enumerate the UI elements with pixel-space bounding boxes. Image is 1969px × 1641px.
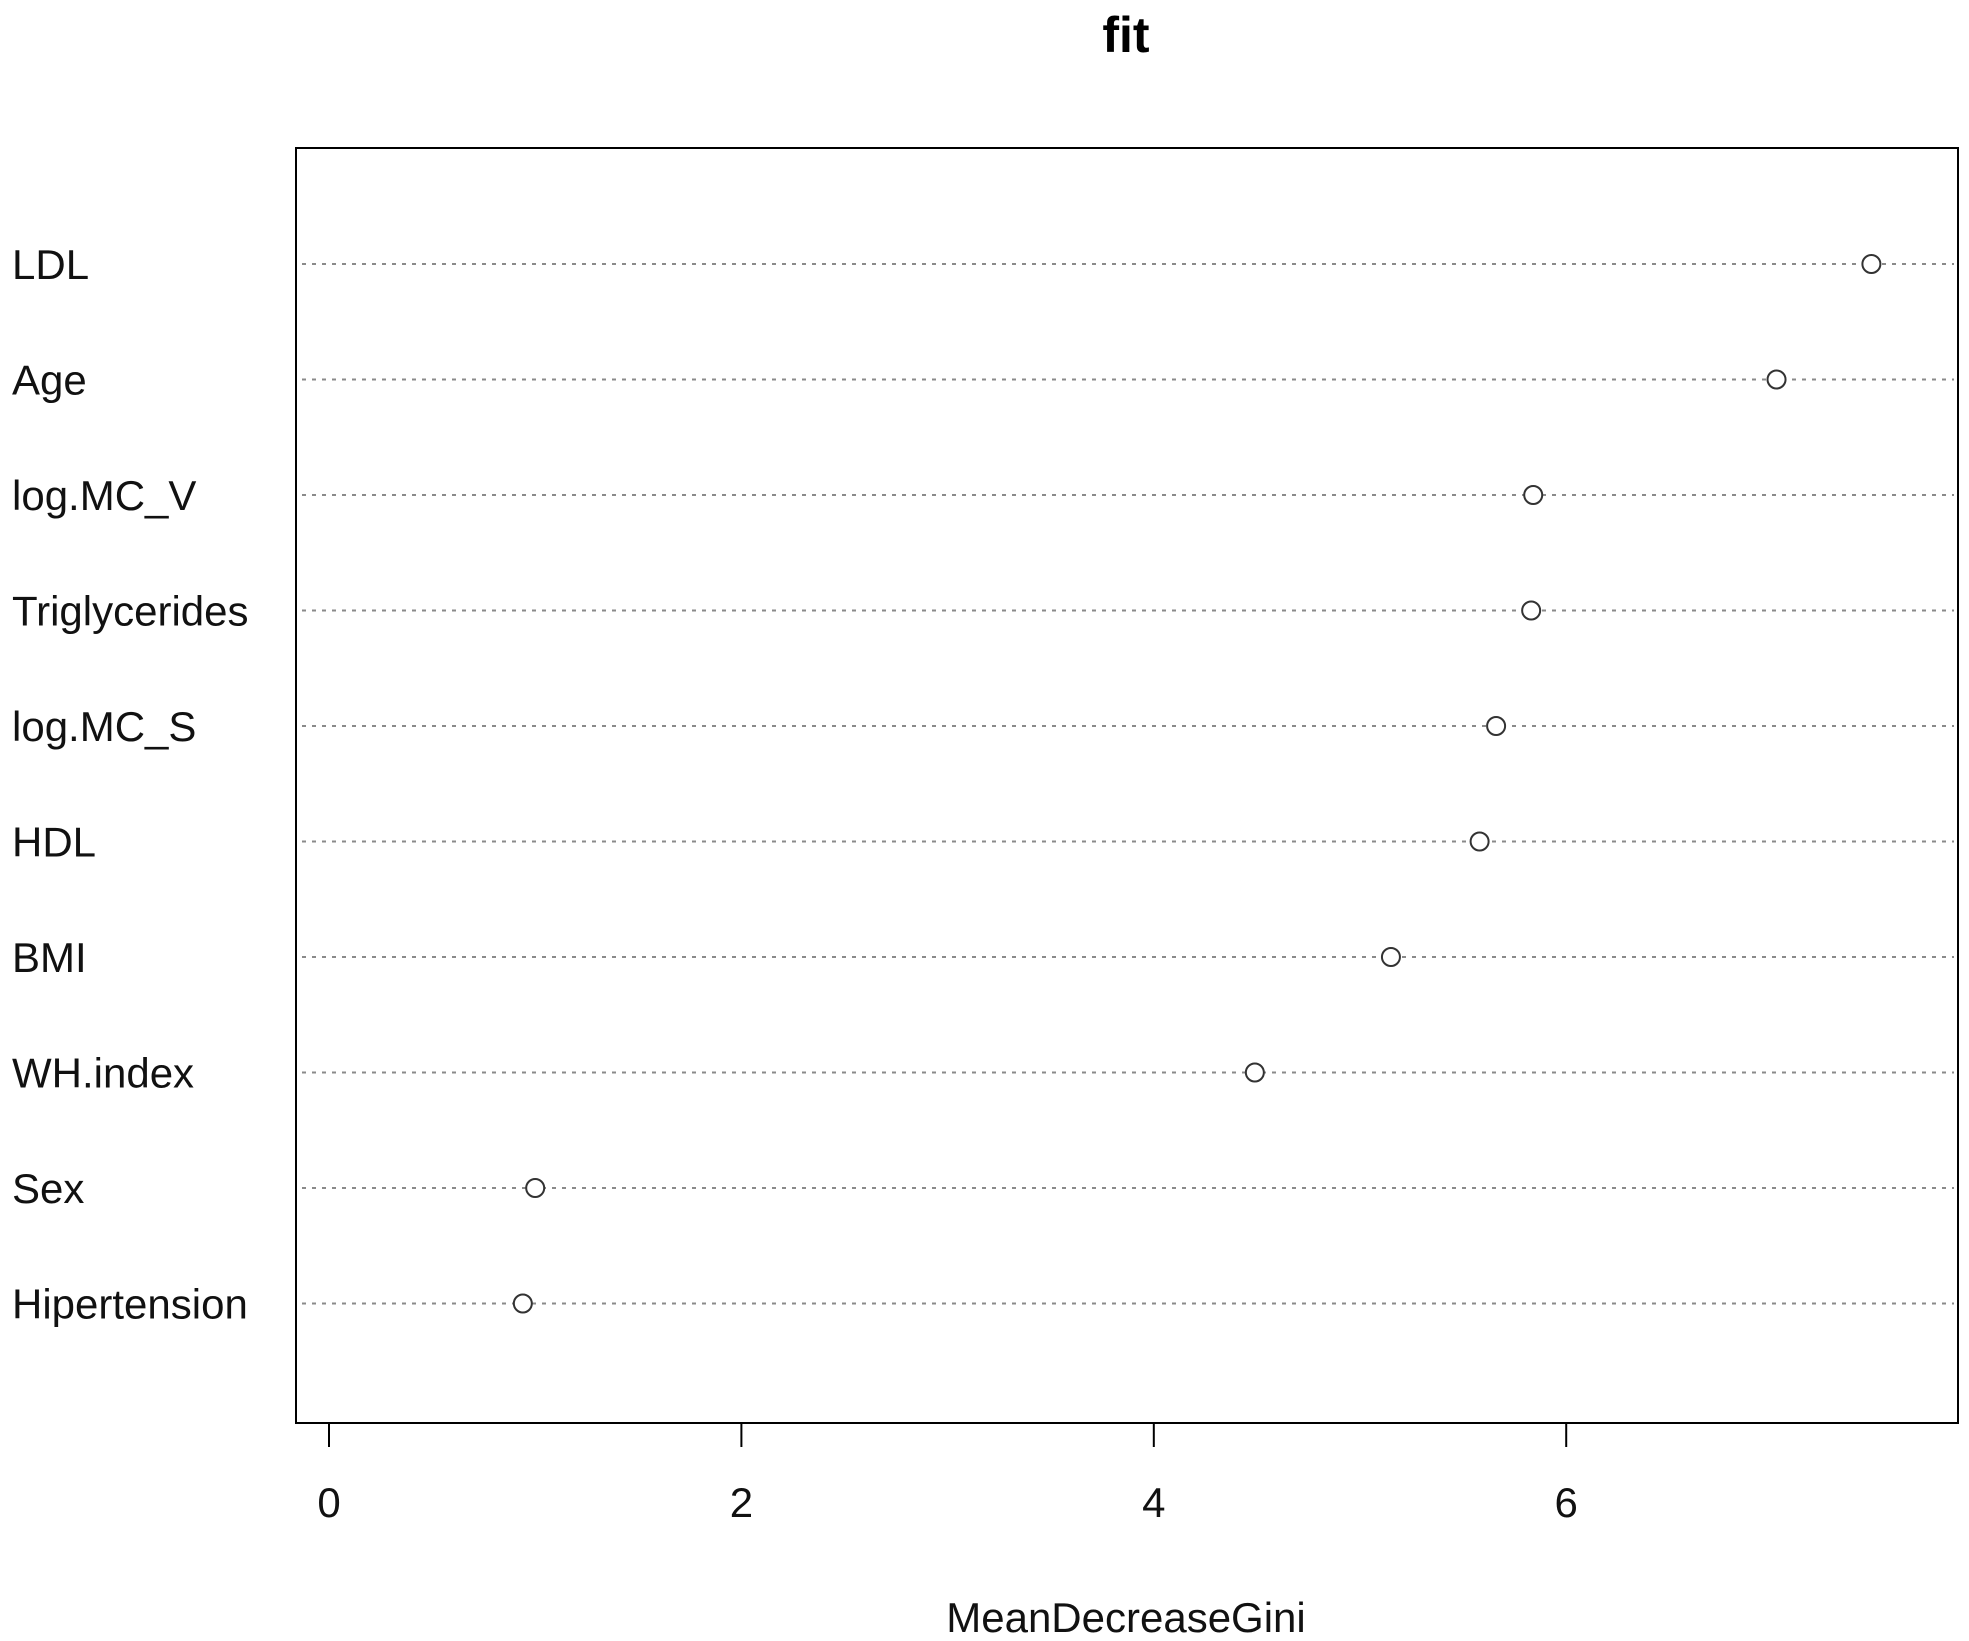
category-labels: LDL Age log.MC_V Triglycerides log.MC_S HDL BM… (12, 241, 249, 1328)
data-point-triglycerides (1521, 600, 1542, 621)
x-tick-label-0: 0 (317, 1479, 340, 1526)
data-point-log-mc-s (1486, 716, 1507, 736)
chart-title: fit (1102, 7, 1150, 63)
x-axis: 0 2 4 6 (317, 1423, 1578, 1526)
plot-frame (295, 147, 1959, 1424)
category-label-hipertension: Hipertension (12, 1281, 248, 1328)
data-point-age (1766, 369, 1787, 390)
category-label-ldl: LDL (12, 241, 89, 288)
category-label-log-mc-v: log.MC_V (12, 472, 196, 519)
data-points (512, 254, 1882, 1314)
category-label-sex: Sex (12, 1165, 84, 1212)
data-point-bmi (1380, 947, 1401, 967)
category-label-triglycerides: Triglycerides (12, 588, 249, 635)
category-label-wh-index: WH.index (12, 1050, 194, 1097)
x-tick-label-4: 4 (1142, 1479, 1165, 1526)
data-point-ldl (1861, 254, 1882, 274)
data-point-wh-index (1244, 1062, 1265, 1083)
x-axis-label: MeanDecreaseGini (946, 1594, 1306, 1636)
data-point-sex (525, 1178, 546, 1198)
category-label-hdl: HDL (12, 819, 96, 866)
data-point-hipertension (512, 1293, 533, 1314)
x-tick-label-2: 2 (730, 1479, 753, 1526)
data-point-log-mc-v (1523, 485, 1544, 505)
category-label-age: Age (12, 357, 87, 404)
grid-lines (302, 263, 1954, 1305)
category-label-bmi: BMI (12, 934, 87, 981)
category-label-log-mc-s: log.MC_S (12, 703, 196, 750)
x-tick-label-6: 6 (1555, 1479, 1578, 1526)
data-point-hdl (1469, 831, 1490, 852)
